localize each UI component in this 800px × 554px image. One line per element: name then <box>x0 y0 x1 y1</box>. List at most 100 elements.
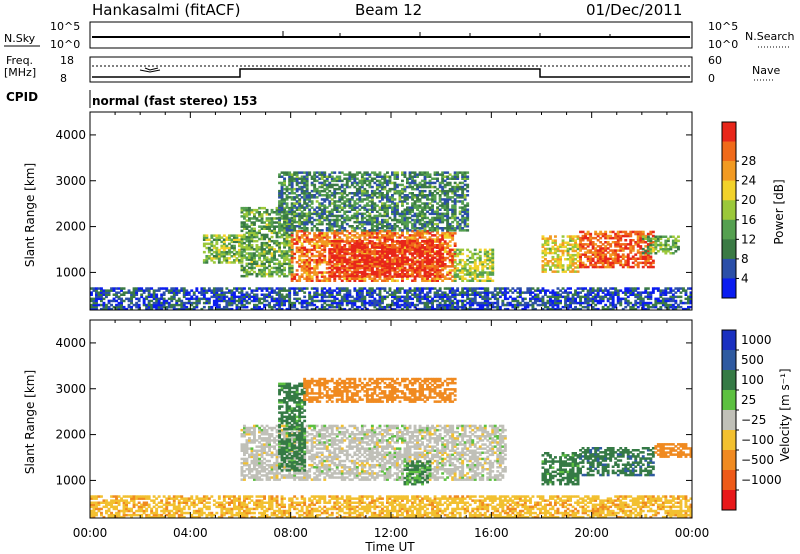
echo-cell <box>433 277 437 280</box>
echo-cell <box>298 198 302 201</box>
echo-cell <box>147 299 151 303</box>
echo-cell <box>220 240 224 244</box>
echo-cell <box>411 210 414 213</box>
echo-cell <box>611 307 615 311</box>
echo-cell <box>275 221 279 224</box>
echo-cell <box>393 216 397 220</box>
echo-cell <box>360 185 364 189</box>
echo-cell <box>220 244 224 248</box>
echo-cell <box>408 248 412 251</box>
echo-cell <box>659 301 663 305</box>
echo-cell <box>358 244 362 247</box>
echo-cell <box>406 248 409 252</box>
echo-cell <box>529 299 532 303</box>
echo-cell <box>185 307 189 311</box>
echo-cell <box>360 198 364 201</box>
echo-cell <box>288 258 292 261</box>
echo-cell <box>370 256 374 259</box>
echo-cell <box>536 297 540 301</box>
echo-cell <box>212 291 216 294</box>
echo-cell <box>207 287 211 290</box>
echo-cell <box>293 225 297 228</box>
echo-cell <box>471 291 475 294</box>
echo-cell <box>255 289 259 292</box>
echo-cell <box>105 307 108 311</box>
echo-cell <box>375 270 379 274</box>
echo-cell <box>365 230 369 233</box>
echo-cell <box>373 303 377 307</box>
echo-cell <box>132 289 136 292</box>
echo-cell <box>348 202 352 205</box>
echo-cell <box>308 291 312 294</box>
echo-cell <box>631 305 635 309</box>
echo-cell <box>451 261 455 264</box>
echo-cell <box>320 234 324 237</box>
echo-cell <box>441 305 445 309</box>
echo-cell <box>305 277 309 280</box>
echo-cell <box>388 236 392 239</box>
echo-cell <box>290 204 294 207</box>
echo-cell <box>375 246 379 249</box>
echo-cell <box>478 287 482 290</box>
echo-cell <box>373 236 377 239</box>
echo-cell <box>248 235 251 239</box>
echo-cell <box>360 218 364 222</box>
echo-cell <box>325 244 329 247</box>
echo-cell <box>235 307 239 311</box>
echo-cell <box>355 254 359 257</box>
echo-cell <box>401 212 404 216</box>
echo-cell <box>687 301 690 305</box>
echo-cell <box>416 248 419 251</box>
echo-cell <box>325 222 329 226</box>
echo-cell <box>290 235 294 239</box>
echo-cell <box>180 299 184 303</box>
echo-cell <box>348 293 352 296</box>
echo-cell <box>220 297 224 301</box>
echo-cell <box>403 263 407 266</box>
echo-cell <box>378 299 382 303</box>
echo-cell <box>107 289 111 292</box>
echo-cell <box>283 202 286 205</box>
echo-cell <box>423 301 427 305</box>
echo-cell <box>549 301 552 305</box>
echo-cell <box>416 274 419 278</box>
echo-cell <box>107 291 111 294</box>
echo-cell <box>355 181 359 185</box>
echo-cell <box>305 303 309 307</box>
echo-cell <box>135 289 139 292</box>
echo-cell <box>398 236 402 239</box>
echo-cell <box>315 171 319 174</box>
echo-cell <box>574 305 577 309</box>
echo-cell <box>265 219 269 222</box>
echo-cell <box>355 212 359 216</box>
echo-cell <box>117 303 121 307</box>
echo-cell <box>516 301 520 305</box>
echo-cell <box>370 218 374 222</box>
echo-cell <box>308 242 312 245</box>
echo-cell <box>416 250 419 253</box>
echo-cell <box>581 287 585 290</box>
echo-cell <box>378 173 382 176</box>
echo-cell <box>263 225 266 228</box>
echo-cell <box>413 200 417 203</box>
echo-cell <box>290 213 294 216</box>
echo-cell <box>248 217 251 220</box>
echo-cell <box>315 234 319 237</box>
echo-cell <box>255 293 259 296</box>
echo-cell <box>215 240 219 244</box>
echo-cell <box>411 202 414 205</box>
echo-cell <box>142 303 146 307</box>
echo-cell <box>313 254 317 258</box>
echo-cell <box>250 256 254 259</box>
echo-cell <box>330 177 334 180</box>
echo-cell <box>614 305 618 309</box>
echo-cell <box>250 231 254 235</box>
echo-cell <box>365 196 369 199</box>
echo-cell <box>343 258 347 261</box>
echo-cell <box>190 307 194 311</box>
echo-cell <box>641 305 645 309</box>
echo-cell <box>100 295 103 299</box>
echo-cell <box>330 252 334 255</box>
echo-cell <box>343 260 347 263</box>
echo-cell <box>403 305 407 309</box>
